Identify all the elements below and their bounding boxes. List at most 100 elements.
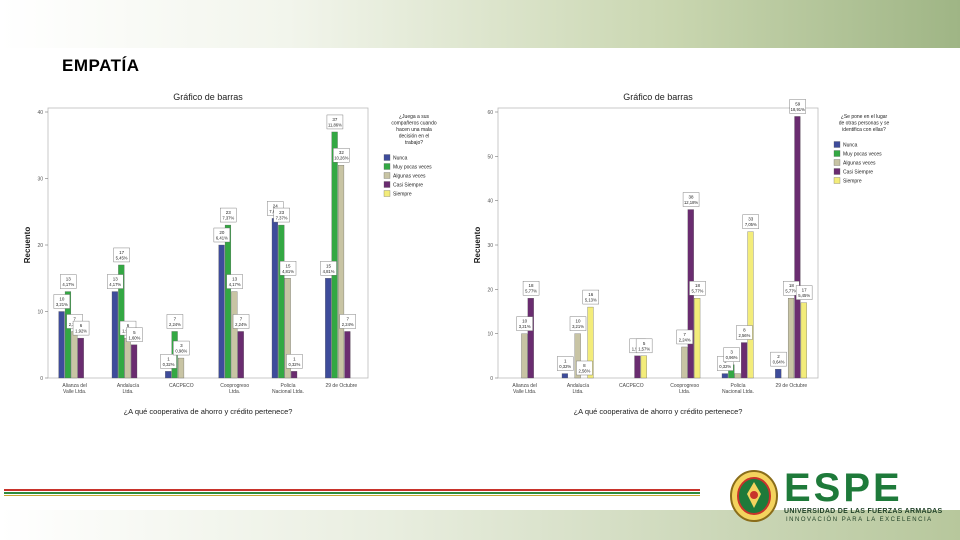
data-label-count: 13 <box>113 277 119 282</box>
data-label-count: 6 <box>127 323 130 328</box>
bar <box>634 355 641 379</box>
logo-subtitle: UNIVERSIDAD DE LAS FUERZAS ARMADAS <box>784 508 943 515</box>
top-decorative-band <box>0 0 960 48</box>
bar <box>77 337 84 379</box>
bar <box>587 306 594 379</box>
data-label-box <box>522 280 540 296</box>
plot-frame <box>497 107 819 379</box>
data-label-count: 3 <box>730 350 733 355</box>
data-label-box <box>556 356 574 371</box>
x-tick-label: Policía <box>280 383 295 389</box>
data-label-count: 32 <box>339 150 345 155</box>
bar <box>231 291 238 379</box>
data-label-box <box>736 325 753 340</box>
data-label-percent: 0,32% <box>288 362 300 367</box>
legend-swatch <box>383 154 391 161</box>
x-axis-label: ¿A qué cooperativa de ahorro y crédito p… <box>574 407 743 416</box>
bar <box>331 131 338 379</box>
data-label-box <box>339 314 356 329</box>
data-label-percent: 5,77% <box>785 289 797 294</box>
legend-title: identifica con ellas? <box>842 127 886 133</box>
data-label-percent: 1,92% <box>75 329 87 334</box>
data-label-percent: 18,91% <box>791 107 805 112</box>
legend-swatch <box>833 177 841 184</box>
data-label-percent: 4,17% <box>109 282 121 287</box>
data-label-box <box>516 316 533 331</box>
data-label-percent: 0,32% <box>719 364 731 369</box>
data-label-percent: 0,32% <box>163 362 175 367</box>
x-tick-label: Ltda. <box>572 389 583 395</box>
data-label-count: 7 <box>683 332 686 337</box>
data-label-percent: 4,17% <box>62 282 74 287</box>
page-title: EMPATÍA <box>62 56 140 75</box>
bar-chart-svg-left: Gráfico de barras 0 10 20 30 40 Recuento Alianz… <box>23 92 437 416</box>
data-label-count: 5 <box>643 341 646 346</box>
y-tick-label: 50 <box>487 154 493 160</box>
data-label-count: 1 <box>293 356 296 361</box>
data-label-count: 17 <box>119 250 125 255</box>
data-label-percent: 4,81% <box>282 269 294 274</box>
chart-right: Gráfico de barras 0 10 20 30 40 50 60 Recuento Al… <box>470 84 900 436</box>
data-label-percent: 1,60% <box>128 335 140 340</box>
data-label-percent: 7,37% <box>222 216 234 221</box>
legend-swatch <box>833 150 841 157</box>
y-tick-label: 40 <box>487 199 493 205</box>
data-label-percent: 2,56% <box>738 333 750 338</box>
x-tick-label: Cooprogreso <box>670 383 699 389</box>
bar <box>218 244 225 379</box>
data-label-count: 3 <box>180 343 183 348</box>
data-label-count: 18 <box>789 283 795 288</box>
data-label-percent: 5,45% <box>798 293 810 298</box>
data-label-percent: 1,57% <box>638 346 650 351</box>
bar <box>124 337 131 379</box>
data-label-count: 2 <box>777 354 780 359</box>
bar <box>111 291 118 379</box>
data-label-box <box>53 294 71 309</box>
data-label-box <box>72 320 90 336</box>
data-label-percent: 0,32% <box>559 364 571 369</box>
data-label-count: 15 <box>285 263 291 268</box>
x-axis-label: ¿A qué cooperativa de ahorro y crédito p… <box>124 407 293 416</box>
data-label-box <box>160 354 177 369</box>
data-label-percent: 2,24% <box>342 322 354 327</box>
x-tick-label: Ltda. <box>229 389 240 395</box>
x-tick-label: Ltda. <box>122 389 133 395</box>
data-label-box <box>106 274 124 289</box>
data-label-box <box>286 354 303 369</box>
x-tick-label: Alianza del <box>62 383 86 389</box>
x-tick-label: CACPECO <box>169 383 194 389</box>
data-label-box <box>60 274 77 289</box>
legend-title: compañeros cuando <box>391 121 437 127</box>
y-tick-label: 30 <box>487 243 493 249</box>
legend-title: ¿Se pone en el lugar <box>841 114 888 120</box>
x-tick-label: Valle Ltda. <box>63 389 86 395</box>
data-label-percent: 10,26% <box>334 156 348 161</box>
legend-label: Siempre <box>843 179 862 185</box>
legend-title: ¿Juega a sus <box>399 114 430 120</box>
x-tick-label: Andalucía <box>567 383 589 389</box>
data-label-box <box>795 285 813 300</box>
bar <box>561 373 568 379</box>
bar <box>721 373 728 379</box>
data-label-percent: 11,86% <box>328 122 342 127</box>
data-label-box <box>326 114 344 130</box>
x-tick-label: 29 de Octubre <box>325 383 357 389</box>
bar <box>681 346 688 379</box>
data-label-percent: 5,13% <box>585 298 597 303</box>
data-label-count: 10 <box>522 319 528 324</box>
data-label-box <box>173 340 190 356</box>
data-label-percent: 5,77% <box>525 289 537 294</box>
data-label-percent: 4,17% <box>229 282 241 287</box>
x-tick-label: Andalucía <box>117 383 139 389</box>
data-label-box <box>320 261 337 276</box>
data-label-percent: 0,96% <box>726 355 738 360</box>
bar <box>325 278 332 379</box>
y-tick-label: 20 <box>37 243 43 249</box>
data-label-percent: 5,77% <box>692 289 704 294</box>
espe-logo: ESPE UNIVERSIDAD DE LAS FUERZAS ARMADAS … <box>728 466 948 526</box>
bar <box>177 357 185 379</box>
chart-title: Gráfico de barras <box>173 92 243 102</box>
data-label-count: 10 <box>575 319 581 324</box>
y-tick-label: 20 <box>487 287 493 293</box>
x-tick-label: CACPECO <box>619 383 644 389</box>
